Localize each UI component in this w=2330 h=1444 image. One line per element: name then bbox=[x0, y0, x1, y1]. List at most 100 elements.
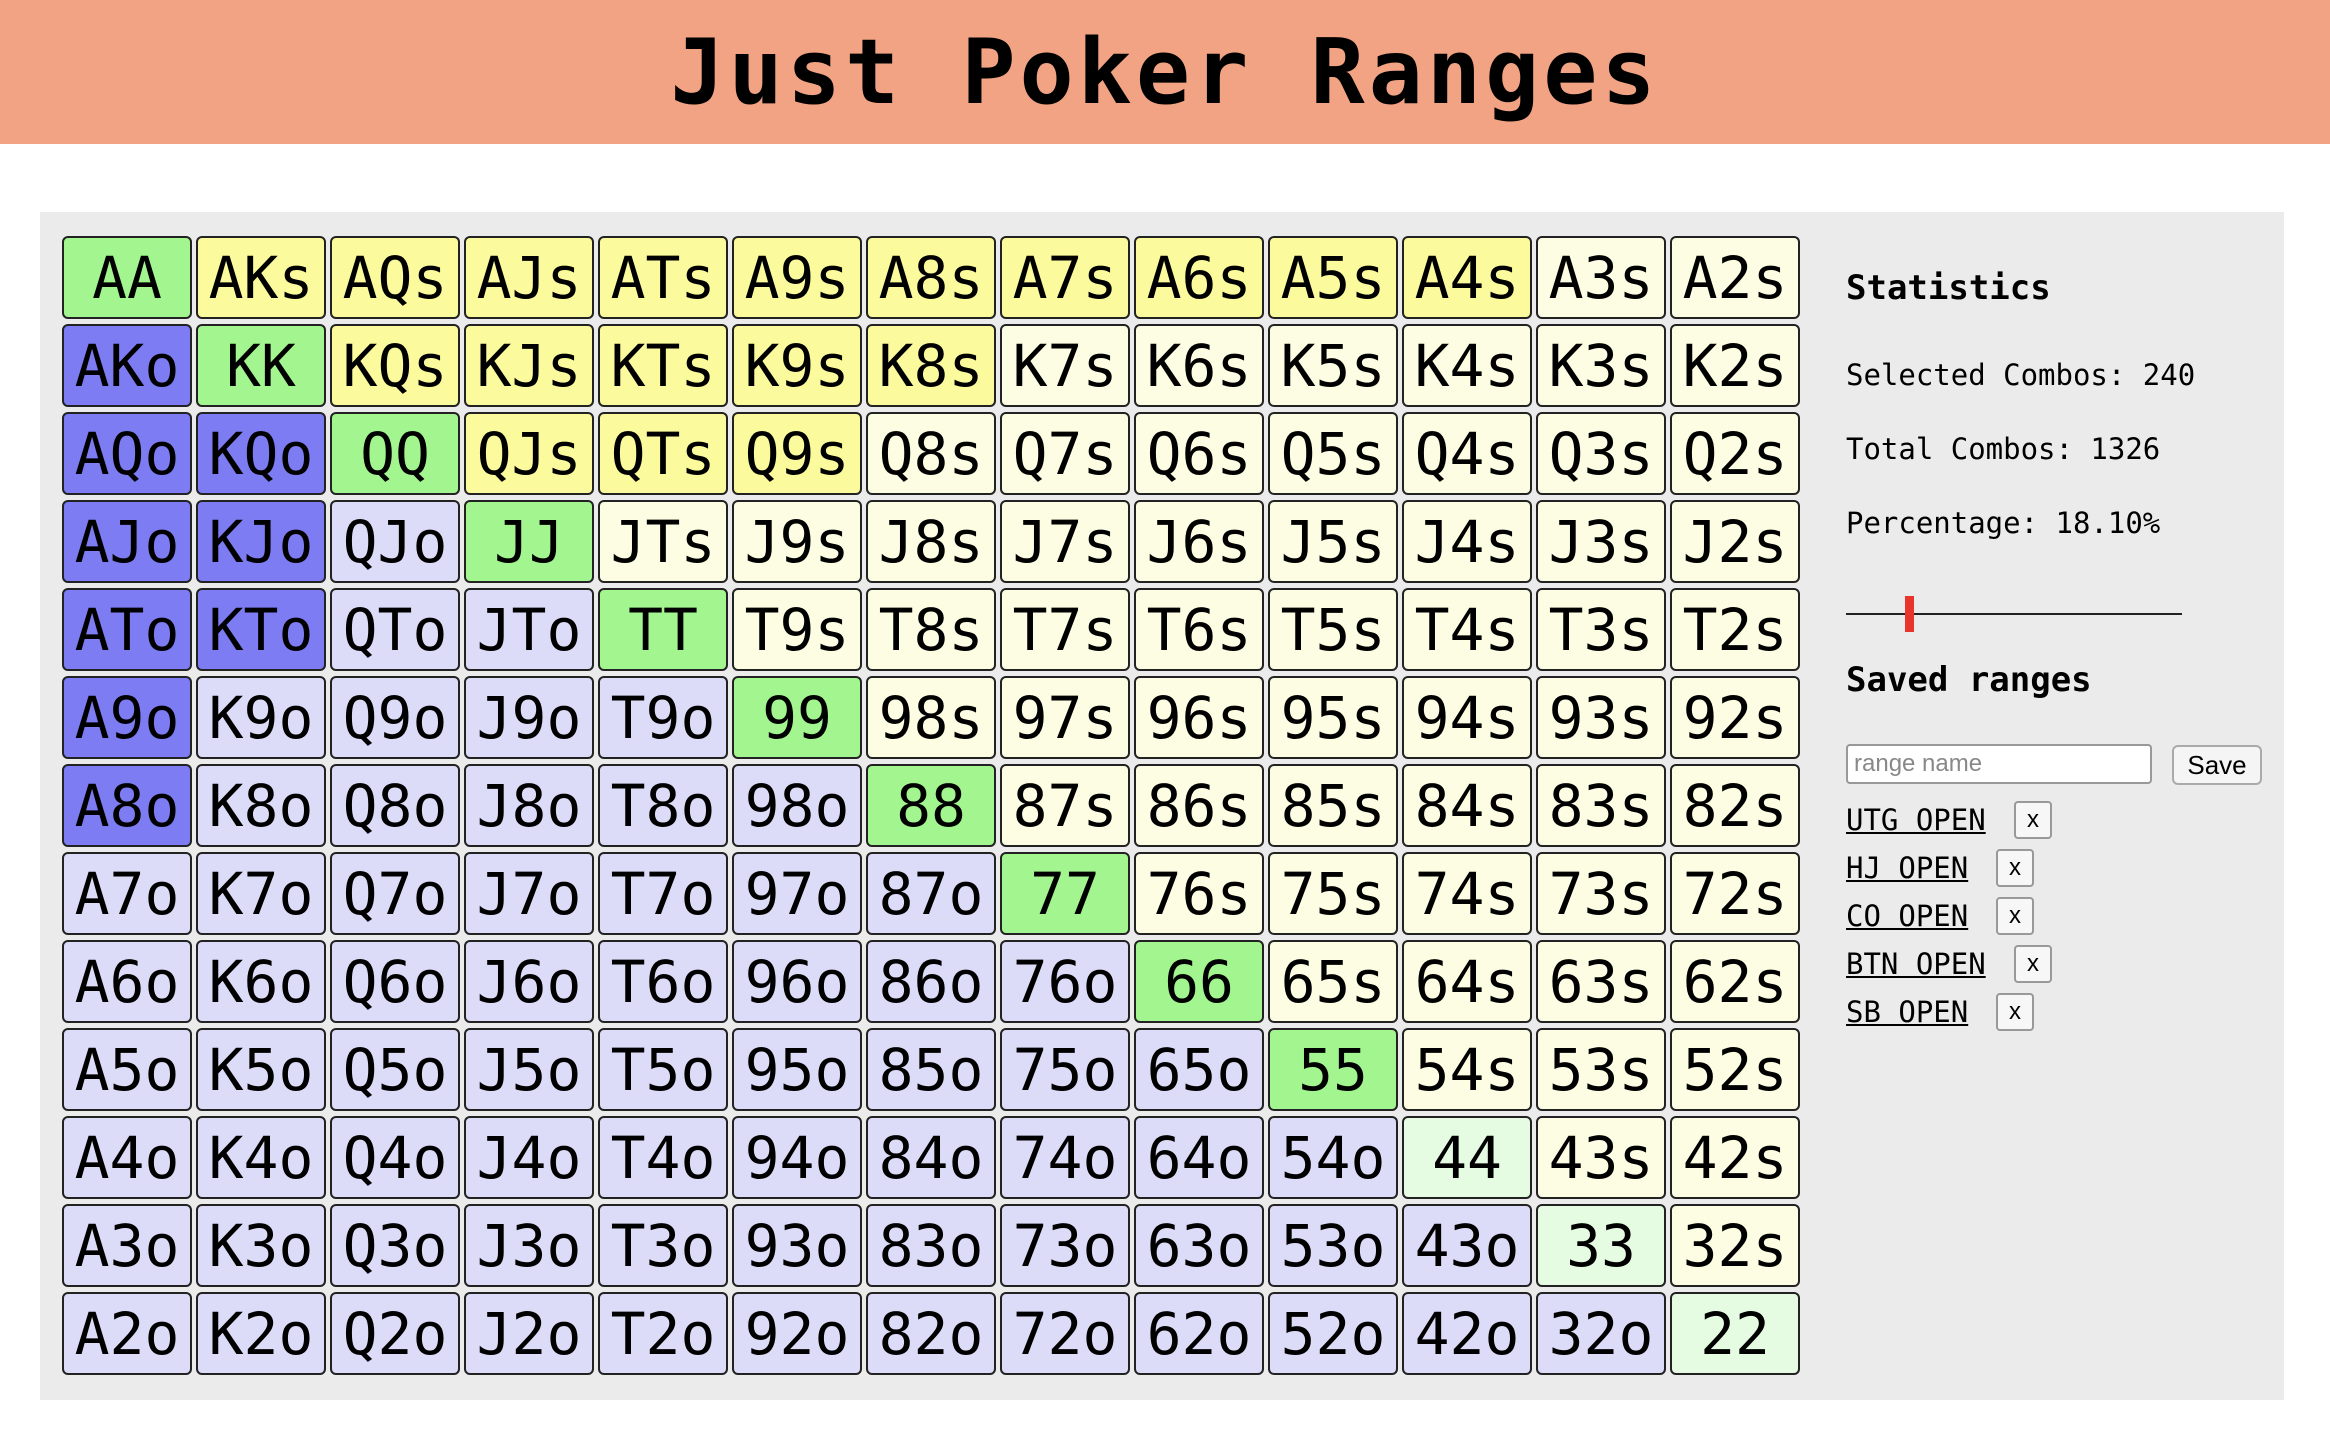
hand-cell-J5o[interactable]: J5o bbox=[464, 1028, 594, 1111]
hand-cell-94s[interactable]: 94s bbox=[1402, 676, 1532, 759]
percentage-slider[interactable] bbox=[1846, 592, 2182, 632]
hand-cell-85o[interactable]: 85o bbox=[866, 1028, 996, 1111]
hand-cell-J6o[interactable]: J6o bbox=[464, 940, 594, 1023]
hand-cell-43s[interactable]: 43s bbox=[1536, 1116, 1666, 1199]
hand-cell-K8o[interactable]: K8o bbox=[196, 764, 326, 847]
hand-cell-A9o[interactable]: A9o bbox=[62, 676, 192, 759]
hand-cell-Q2s[interactable]: Q2s bbox=[1670, 412, 1800, 495]
hand-cell-T3o[interactable]: T3o bbox=[598, 1204, 728, 1287]
hand-cell-83o[interactable]: 83o bbox=[866, 1204, 996, 1287]
hand-cell-75s[interactable]: 75s bbox=[1268, 852, 1398, 935]
hand-cell-33[interactable]: 33 bbox=[1536, 1204, 1666, 1287]
hand-cell-K5o[interactable]: K5o bbox=[196, 1028, 326, 1111]
hand-cell-K8s[interactable]: K8s bbox=[866, 324, 996, 407]
hand-cell-AQs[interactable]: AQs bbox=[330, 236, 460, 319]
hand-cell-A6o[interactable]: A6o bbox=[62, 940, 192, 1023]
hand-cell-Q7o[interactable]: Q7o bbox=[330, 852, 460, 935]
hand-cell-KQo[interactable]: KQo bbox=[196, 412, 326, 495]
hand-cell-88[interactable]: 88 bbox=[866, 764, 996, 847]
hand-cell-32o[interactable]: 32o bbox=[1536, 1292, 1666, 1375]
hand-cell-J4s[interactable]: J4s bbox=[1402, 500, 1532, 583]
hand-cell-98s[interactable]: 98s bbox=[866, 676, 996, 759]
hand-cell-A2o[interactable]: A2o bbox=[62, 1292, 192, 1375]
hand-cell-A2s[interactable]: A2s bbox=[1670, 236, 1800, 319]
hand-cell-42s[interactable]: 42s bbox=[1670, 1116, 1800, 1199]
hand-cell-87s[interactable]: 87s bbox=[1000, 764, 1130, 847]
hand-cell-T8s[interactable]: T8s bbox=[866, 588, 996, 671]
hand-cell-J9s[interactable]: J9s bbox=[732, 500, 862, 583]
hand-cell-JJ[interactable]: JJ bbox=[464, 500, 594, 583]
slider-thumb[interactable] bbox=[1905, 596, 1915, 632]
hand-cell-KJs[interactable]: KJs bbox=[464, 324, 594, 407]
hand-cell-T5s[interactable]: T5s bbox=[1268, 588, 1398, 671]
delete-range-button[interactable]: x bbox=[2014, 801, 2052, 839]
hand-cell-Q3s[interactable]: Q3s bbox=[1536, 412, 1666, 495]
hand-cell-K3s[interactable]: K3s bbox=[1536, 324, 1666, 407]
hand-cell-K9s[interactable]: K9s bbox=[732, 324, 862, 407]
hand-cell-K4s[interactable]: K4s bbox=[1402, 324, 1532, 407]
hand-cell-Q8s[interactable]: Q8s bbox=[866, 412, 996, 495]
save-button[interactable]: Save bbox=[2172, 745, 2262, 785]
hand-cell-72s[interactable]: 72s bbox=[1670, 852, 1800, 935]
hand-cell-95o[interactable]: 95o bbox=[732, 1028, 862, 1111]
hand-cell-K7s[interactable]: K7s bbox=[1000, 324, 1130, 407]
hand-cell-Q2o[interactable]: Q2o bbox=[330, 1292, 460, 1375]
hand-cell-QJo[interactable]: QJo bbox=[330, 500, 460, 583]
hand-cell-65s[interactable]: 65s bbox=[1268, 940, 1398, 1023]
hand-cell-53o[interactable]: 53o bbox=[1268, 1204, 1398, 1287]
hand-cell-T8o[interactable]: T8o bbox=[598, 764, 728, 847]
hand-cell-QJs[interactable]: QJs bbox=[464, 412, 594, 495]
hand-cell-J2s[interactable]: J2s bbox=[1670, 500, 1800, 583]
hand-cell-AJs[interactable]: AJs bbox=[464, 236, 594, 319]
hand-cell-KQs[interactable]: KQs bbox=[330, 324, 460, 407]
hand-cell-94o[interactable]: 94o bbox=[732, 1116, 862, 1199]
hand-cell-66[interactable]: 66 bbox=[1134, 940, 1264, 1023]
hand-cell-77[interactable]: 77 bbox=[1000, 852, 1130, 935]
hand-cell-74s[interactable]: 74s bbox=[1402, 852, 1532, 935]
hand-cell-A3o[interactable]: A3o bbox=[62, 1204, 192, 1287]
hand-cell-42o[interactable]: 42o bbox=[1402, 1292, 1532, 1375]
hand-cell-TT[interactable]: TT bbox=[598, 588, 728, 671]
hand-cell-Q6o[interactable]: Q6o bbox=[330, 940, 460, 1023]
hand-cell-A8s[interactable]: A8s bbox=[866, 236, 996, 319]
hand-cell-Q9o[interactable]: Q9o bbox=[330, 676, 460, 759]
hand-cell-T2s[interactable]: T2s bbox=[1670, 588, 1800, 671]
hand-cell-T4s[interactable]: T4s bbox=[1402, 588, 1532, 671]
hand-cell-T2o[interactable]: T2o bbox=[598, 1292, 728, 1375]
hand-cell-K2o[interactable]: K2o bbox=[196, 1292, 326, 1375]
hand-cell-52o[interactable]: 52o bbox=[1268, 1292, 1398, 1375]
hand-cell-55[interactable]: 55 bbox=[1268, 1028, 1398, 1111]
range-name-input[interactable] bbox=[1846, 744, 2152, 784]
hand-cell-64s[interactable]: 64s bbox=[1402, 940, 1532, 1023]
hand-cell-KK[interactable]: KK bbox=[196, 324, 326, 407]
hand-cell-Q3o[interactable]: Q3o bbox=[330, 1204, 460, 1287]
hand-cell-A4s[interactable]: A4s bbox=[1402, 236, 1532, 319]
hand-cell-J5s[interactable]: J5s bbox=[1268, 500, 1398, 583]
hand-cell-92s[interactable]: 92s bbox=[1670, 676, 1800, 759]
delete-range-button[interactable]: x bbox=[2014, 945, 2052, 983]
hand-cell-84o[interactable]: 84o bbox=[866, 1116, 996, 1199]
hand-cell-97o[interactable]: 97o bbox=[732, 852, 862, 935]
hand-cell-22[interactable]: 22 bbox=[1670, 1292, 1800, 1375]
delete-range-button[interactable]: x bbox=[1996, 849, 2034, 887]
hand-cell-ATs[interactable]: ATs bbox=[598, 236, 728, 319]
hand-cell-93s[interactable]: 93s bbox=[1536, 676, 1666, 759]
hand-cell-AQo[interactable]: AQo bbox=[62, 412, 192, 495]
hand-cell-62o[interactable]: 62o bbox=[1134, 1292, 1264, 1375]
hand-cell-A7o[interactable]: A7o bbox=[62, 852, 192, 935]
hand-cell-76s[interactable]: 76s bbox=[1134, 852, 1264, 935]
hand-cell-K6o[interactable]: K6o bbox=[196, 940, 326, 1023]
hand-cell-86s[interactable]: 86s bbox=[1134, 764, 1264, 847]
hand-cell-AJo[interactable]: AJo bbox=[62, 500, 192, 583]
hand-cell-T4o[interactable]: T4o bbox=[598, 1116, 728, 1199]
hand-cell-J8s[interactable]: J8s bbox=[866, 500, 996, 583]
hand-cell-A5s[interactable]: A5s bbox=[1268, 236, 1398, 319]
hand-cell-A7s[interactable]: A7s bbox=[1000, 236, 1130, 319]
hand-cell-KTs[interactable]: KTs bbox=[598, 324, 728, 407]
hand-cell-63s[interactable]: 63s bbox=[1536, 940, 1666, 1023]
hand-cell-83s[interactable]: 83s bbox=[1536, 764, 1666, 847]
delete-range-button[interactable]: x bbox=[1996, 897, 2034, 935]
hand-cell-AKo[interactable]: AKo bbox=[62, 324, 192, 407]
hand-cell-J4o[interactable]: J4o bbox=[464, 1116, 594, 1199]
hand-cell-52s[interactable]: 52s bbox=[1670, 1028, 1800, 1111]
